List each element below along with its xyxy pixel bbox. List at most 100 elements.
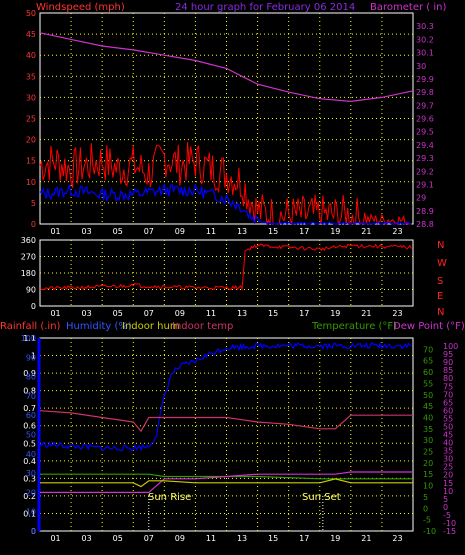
plot-layer: 0510152025303540455028.828.92929.129.229… (21, 9, 459, 543)
temperature-axis-tick-label: 70 (423, 345, 433, 354)
rain-axis-tick-label: 1.1 (23, 334, 36, 343)
dew-point-axis-tick-label: 40 (443, 439, 453, 448)
climate-panel-xtick-label: 13 (237, 534, 247, 543)
barometer-axis-tick-label: 29.2 (416, 167, 434, 176)
temperature-axis-tick-label: 0 (423, 504, 428, 513)
climate-panel-xtick-label: 03 (82, 534, 92, 543)
dir-letter-s: S (437, 276, 443, 287)
sunset-label: Sun Set (302, 492, 341, 503)
dew-point-axis-tick-label: 85 (443, 366, 453, 375)
wind-panel-xtick-label: 19 (330, 227, 340, 236)
humidity-axis-tick-label: 80 (26, 373, 36, 382)
dew-point-axis-tick-label: 95 (443, 350, 453, 359)
barometer-axis-tick-label: 29.7 (416, 101, 434, 110)
wind-left-axis-tick-label: 25 (26, 115, 36, 124)
wind-left-axis-tick-label: 35 (26, 72, 36, 81)
humidity-axis-tick-label: 30 (26, 469, 36, 478)
barometer-axis-tick-label: 30.3 (416, 22, 434, 31)
rain-axis-tick-label: 0.7 (23, 404, 36, 413)
dew-point-axis-tick-label: 45 (443, 431, 453, 440)
rain-axis-tick-label: 0 (31, 527, 36, 536)
direction-axis-tick-label: 90 (26, 286, 36, 295)
barometer-axis-tick-label: 28.8 (416, 220, 434, 229)
rain-axis-tick-label: 0.5 (23, 439, 36, 448)
wind-panel-xtick-label: 23 (392, 227, 402, 236)
climate-panel-xtick-label: 07 (144, 534, 154, 543)
temperature-axis-tick-label: 60 (423, 368, 433, 377)
direction-panel-xtick-label: 01 (50, 309, 60, 318)
dir-letter-w: W (437, 258, 447, 269)
rain-axis-tick-label: 0.9 (23, 369, 36, 378)
barometer-axis-tick-label: 29.5 (416, 128, 434, 137)
temperature-axis-tick-label: 25 (423, 448, 433, 457)
temperature-axis-tick-label: 65 (423, 357, 433, 366)
humidity-axis-tick-label: 40 (26, 450, 36, 459)
sunrise-label: Sun Rise (148, 492, 191, 503)
direction-axis-tick-label: 360 (21, 236, 36, 245)
wind-panel-xtick-label: 01 (50, 227, 60, 236)
indoor-hum-label: Indoor hum (122, 321, 180, 332)
dew-point-axis-tick-label: 35 (443, 447, 453, 456)
rain-axis-tick-label: 0.3 (23, 474, 36, 483)
dir-letter-n-bottom: N (437, 307, 444, 318)
wind-panel-xtick-label: 11 (206, 227, 216, 236)
humidity-axis-tick-label: 70 (26, 392, 36, 401)
climate-panel-xtick-label: 19 (330, 534, 340, 543)
dew-point-axis-tick-label: 10 (443, 487, 453, 496)
humidity-label: Humidity (%) (66, 321, 132, 332)
direction-panel-xtick-label: 17 (299, 309, 309, 318)
climate-panel-xtick-label: 17 (299, 534, 309, 543)
barometer-axis-tick-label: 29.6 (416, 115, 434, 124)
indoor-temp-label: Indoor temp (172, 321, 233, 332)
dew-point-line (40, 471, 413, 493)
barometer-axis-tick-label: 28.9 (416, 207, 434, 216)
dew-point-label: Dew Point (°F) (393, 321, 465, 332)
temperature-axis-tick-label: 30 (423, 436, 433, 445)
windspeed-line (39, 142, 412, 226)
dew-point-axis-tick-label: -5 (443, 511, 451, 520)
direction-panel-xtick-label: 09 (175, 309, 185, 318)
barometer-label: Barometer ( in) (370, 2, 446, 13)
temperature-axis-tick-label: 55 (423, 379, 433, 388)
dew-point-axis-tick-label: 65 (443, 398, 453, 407)
climate-panel-xtick-label: 05 (113, 534, 123, 543)
temperature-line (40, 473, 413, 480)
wind-left-axis-tick-label: 15 (26, 157, 36, 166)
dew-point-axis-tick-label: 30 (443, 455, 453, 464)
barometer-axis-tick-label: 29 (416, 194, 426, 203)
humidity-axis-tick-label: 20 (26, 488, 36, 497)
rain-axis-tick-label: 1 (31, 352, 36, 361)
climate-panel-xtick-label: 23 (392, 534, 402, 543)
climate-panel-xtick-label: 11 (206, 534, 216, 543)
direction-panel-xtick-label: 15 (268, 309, 278, 318)
dew-point-axis-tick-label: 15 (443, 479, 453, 488)
direction-panel-xtick-label: 07 (144, 309, 154, 318)
indoor-temp-line (39, 410, 413, 433)
rain-axis-tick-label: 0.2 (23, 492, 36, 501)
temperature-axis-tick-label: 40 (423, 413, 433, 422)
barometer-axis-tick-label: 29.1 (416, 180, 434, 189)
barometer-axis-tick-label: 29.8 (416, 88, 434, 97)
humidity-axis-tick-label: 90 (26, 353, 36, 362)
wind-panel-xtick-label: 21 (361, 227, 371, 236)
dew-point-axis-tick-label: 25 (443, 463, 453, 472)
indoor-hum-line (40, 478, 413, 488)
climate-panel-xtick-label: 09 (175, 534, 185, 543)
wind-left-axis-tick-label: 20 (26, 136, 36, 145)
direction-panel-xtick-label: 11 (206, 309, 216, 318)
barometer-line (39, 32, 414, 103)
dew-point-axis-tick-label: 100 (443, 342, 458, 351)
temperature-axis-tick-label: -10 (423, 527, 436, 536)
dew-point-axis-tick-label: 55 (443, 414, 453, 423)
humidity-axis-tick-label: 60 (26, 411, 36, 420)
temperature-axis-tick-label: 45 (423, 402, 433, 411)
direction-panel-xtick-label: 13 (237, 309, 247, 318)
windspeed-label: Windspeed (mph) (36, 2, 125, 13)
wind-left-axis-tick-label: 45 (26, 30, 36, 39)
humidity-axis-tick-label: 50 (26, 431, 36, 440)
barometer-axis-tick-label: 30.1 (416, 49, 434, 58)
wind-average-line (39, 182, 412, 225)
wind-panel-xtick-label: 03 (82, 227, 92, 236)
climate-panel-xtick-label: 21 (361, 534, 371, 543)
direction-panel-xtick-label: 23 (392, 309, 402, 318)
